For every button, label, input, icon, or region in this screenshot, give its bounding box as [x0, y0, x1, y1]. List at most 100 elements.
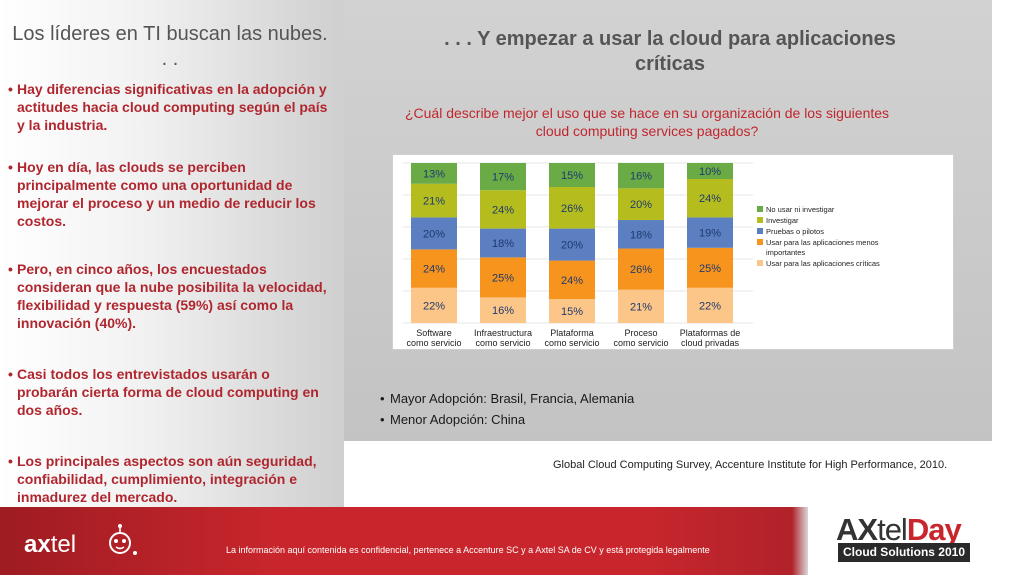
bar-segment: [480, 228, 526, 258]
legend-label: Usar para las aplicaciones menos: [766, 238, 879, 247]
legend-label: No usar ni investigar: [766, 205, 835, 214]
bar-segment: [618, 248, 664, 290]
legend-swatch: [757, 206, 763, 212]
axtel-day-logo: AXtelDay Cloud Solutions 2010: [836, 513, 996, 565]
adoption-text: Mayor Adopción: Brasil, Francia, Alemani…: [390, 391, 635, 406]
bullet-item: • Hoy en día, las clouds se perciben prin…: [8, 159, 316, 229]
data-label: 13%: [423, 168, 445, 180]
data-label: 21%: [423, 196, 445, 208]
legend-swatch: [757, 217, 763, 223]
left-title: Los líderes en TI buscan las nubes. . .: [12, 23, 328, 70]
data-label: 26%: [561, 203, 583, 215]
bar-segment: [549, 228, 595, 261]
bullet-item: • Hay diferencias significativas en la ad…: [8, 81, 328, 133]
data-label: 19%: [699, 228, 721, 240]
data-label: 17%: [492, 172, 514, 184]
category-label: Plataformas de: [680, 328, 741, 338]
category-label: Plataforma: [550, 328, 594, 338]
data-label: 16%: [630, 171, 652, 183]
bullet-item: • Casi todos los entrevistados usarán o p…: [8, 366, 319, 418]
data-label: 18%: [492, 238, 514, 250]
data-label: 25%: [699, 263, 721, 275]
footer-band: [0, 507, 808, 575]
bar-segment: [411, 183, 457, 218]
adoption-item: • Menor Adopción: China: [380, 412, 526, 427]
data-label: 20%: [423, 228, 445, 240]
data-label: 20%: [630, 199, 652, 211]
legend-swatch: [757, 239, 763, 245]
category-label: como servicio: [406, 338, 461, 348]
bar-segment: [618, 220, 664, 249]
bar-segment: [411, 287, 457, 323]
right-title: . . . Y empezar a usar la cloud para apl…: [444, 28, 896, 75]
data-label: 25%: [492, 272, 514, 284]
data-label: 24%: [699, 193, 721, 205]
stacked-bar-chart: 22% 24% 20% 21% 13% Software como servicio 16% 2…: [392, 154, 954, 350]
category-label: Proceso: [624, 328, 657, 338]
data-label: 16%: [492, 305, 514, 317]
data-label: 22%: [423, 300, 445, 312]
legend-label: Usar para las aplicaciones críticas: [766, 259, 880, 268]
bar-segment: [687, 247, 733, 288]
bar-segment: [687, 179, 733, 218]
bar-segment: [687, 217, 733, 248]
cloud-solutions-badge: Cloud Solutions 2010: [838, 543, 970, 562]
bar-segment: [480, 257, 526, 298]
axtel-wordmark: axtel: [24, 531, 77, 558]
data-label: 15%: [561, 306, 583, 318]
bar-segment: [549, 187, 595, 229]
axtel-day-wordmark: AXtelDay: [836, 512, 962, 547]
legend-label: importantes: [766, 248, 805, 257]
data-label: 18%: [630, 229, 652, 241]
bullet-item: • Los principales aspectos son aún seguri…: [8, 453, 317, 505]
bar-segment: [618, 188, 664, 221]
bullet-text: Hoy en día, las clouds se perciben princ…: [17, 159, 316, 229]
bar-segment: [687, 163, 733, 179]
bar-segment: [480, 297, 526, 323]
bar-segment: [411, 163, 457, 184]
category-label: cloud privadas: [681, 338, 740, 348]
bar-segment: [411, 249, 457, 288]
adoption-list: • Mayor Adopción: Brasil, Francia, Aleman…: [380, 388, 780, 430]
category-label: como servicio: [544, 338, 599, 348]
data-label: 15%: [561, 170, 583, 182]
source-citation: Global Cloud Computing Survey, Accenture…: [553, 459, 948, 471]
bar-segment: [549, 260, 595, 299]
legend-label: Pruebas o pilotos: [766, 227, 824, 236]
category-label: como servicio: [475, 338, 530, 348]
survey-question: ¿Cuál describe mejor el uso que se hace …: [404, 105, 890, 139]
data-label: 22%: [699, 300, 721, 312]
data-label: 26%: [630, 264, 652, 276]
bullet-text: Pero, en cinco años, los encuestados con…: [17, 261, 327, 331]
category-label: Software: [416, 328, 452, 338]
bar-segment: [411, 217, 457, 250]
bullet-text: Casi todos los entrevistados usarán o pr…: [17, 366, 319, 418]
adoption-text: Menor Adopción: China: [390, 412, 526, 427]
bar-segment: [549, 163, 595, 187]
bullet-text: Los principales aspectos son aún segurid…: [17, 453, 317, 505]
bar-segment: [480, 190, 526, 229]
bullet-text: Hay diferencias significativas en la ado…: [17, 81, 328, 133]
bar-segment: [687, 287, 733, 323]
legend-label: Investigar: [766, 216, 799, 225]
data-label: 24%: [423, 264, 445, 276]
data-label: 10%: [699, 166, 721, 178]
category-label: Infraestructura: [474, 328, 532, 338]
legend-swatch: [757, 260, 763, 266]
data-label: 21%: [630, 301, 652, 313]
mascot-icon: [109, 524, 137, 555]
category-label: como servicio: [613, 338, 668, 348]
bar-segment: [618, 163, 664, 189]
legend-swatch: [757, 228, 763, 234]
adoption-item: • Mayor Adopción: Brasil, Francia, Aleman…: [380, 391, 635, 406]
data-label: 20%: [561, 240, 583, 252]
bar-segment: [480, 163, 526, 191]
bar-segment: [618, 289, 664, 323]
bar-segment: [549, 299, 595, 323]
confidentiality-notice: La información aquí contenida es confide…: [226, 545, 710, 555]
bullet-item: • Pero, en cinco años, los encuestados co…: [8, 261, 327, 331]
data-label: 24%: [561, 275, 583, 287]
data-label: 24%: [492, 204, 514, 216]
left-panel: [0, 0, 344, 510]
